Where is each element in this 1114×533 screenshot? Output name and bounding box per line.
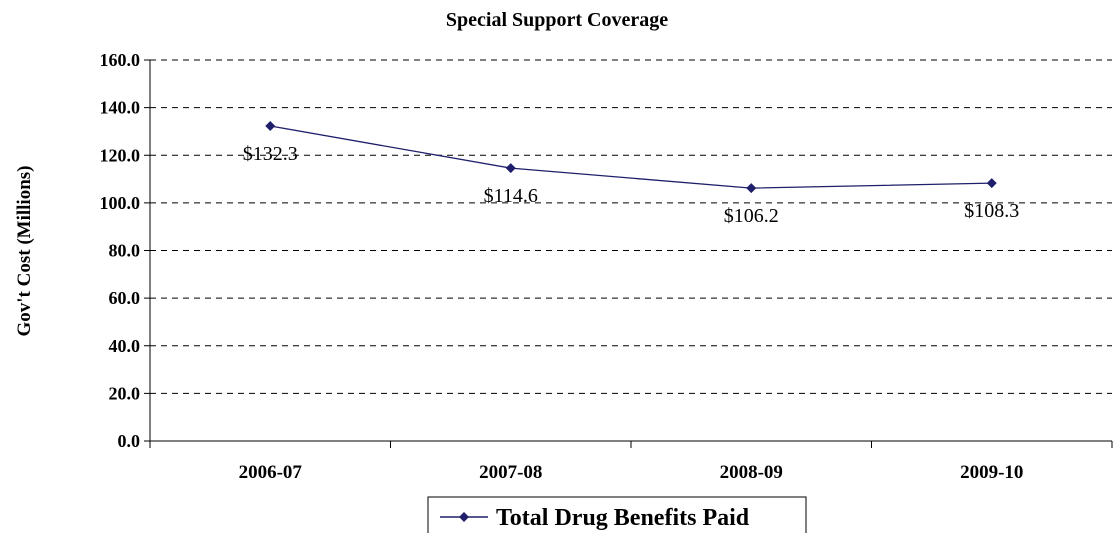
legend-box xyxy=(427,496,807,533)
data-point-marker xyxy=(265,120,276,131)
y-tick-label: 60.0 xyxy=(109,288,141,308)
series-total-drug-benefits: $132.3 $114.6 $106.2 $108.3 xyxy=(243,120,1019,227)
axes xyxy=(144,59,1113,448)
data-label: $108.3 xyxy=(964,200,1019,222)
y-tick-labels: 0.0 20.0 40.0 60.0 80.0 100.0 120.0 140.0 160.0 xyxy=(100,50,141,451)
data-label: $114.6 xyxy=(484,185,538,207)
data-label: $106.2 xyxy=(724,205,779,227)
x-tick-label: 2007-08 xyxy=(479,462,542,483)
chart-title: Special Support Coverage xyxy=(446,9,668,31)
y-tick-label: 140.0 xyxy=(100,98,141,118)
y-tick-label: 20.0 xyxy=(109,383,141,403)
x-tick-labels: 2006-07 2007-08 2008-09 2009-10 xyxy=(239,462,1024,483)
y-tick-label: 160.0 xyxy=(100,50,141,70)
x-tick-label: 2006-07 xyxy=(239,462,303,483)
gridlines xyxy=(150,59,1112,394)
x-tick-label: 2009-10 xyxy=(960,462,1023,483)
y-tick-label: 0.0 xyxy=(118,431,141,451)
legend-label: Total Drug Benefits Paid xyxy=(496,505,750,531)
series-line xyxy=(270,125,992,189)
legend-diamond-marker xyxy=(459,512,469,522)
x-tick-label: 2008-09 xyxy=(720,462,783,483)
data-point-marker xyxy=(505,163,516,174)
data-label: $132.3 xyxy=(243,143,298,165)
y-axis-label: Gov't Cost (Millions) xyxy=(14,166,35,337)
legend: Total Drug Benefits Paid xyxy=(427,496,807,533)
y-tick-label: 80.0 xyxy=(109,241,141,261)
y-tick-label: 100.0 xyxy=(100,193,141,213)
y-tick-label: 40.0 xyxy=(109,336,141,356)
data-point-marker xyxy=(986,178,997,189)
y-tick-label: 120.0 xyxy=(100,145,141,165)
data-point-marker xyxy=(746,183,757,194)
